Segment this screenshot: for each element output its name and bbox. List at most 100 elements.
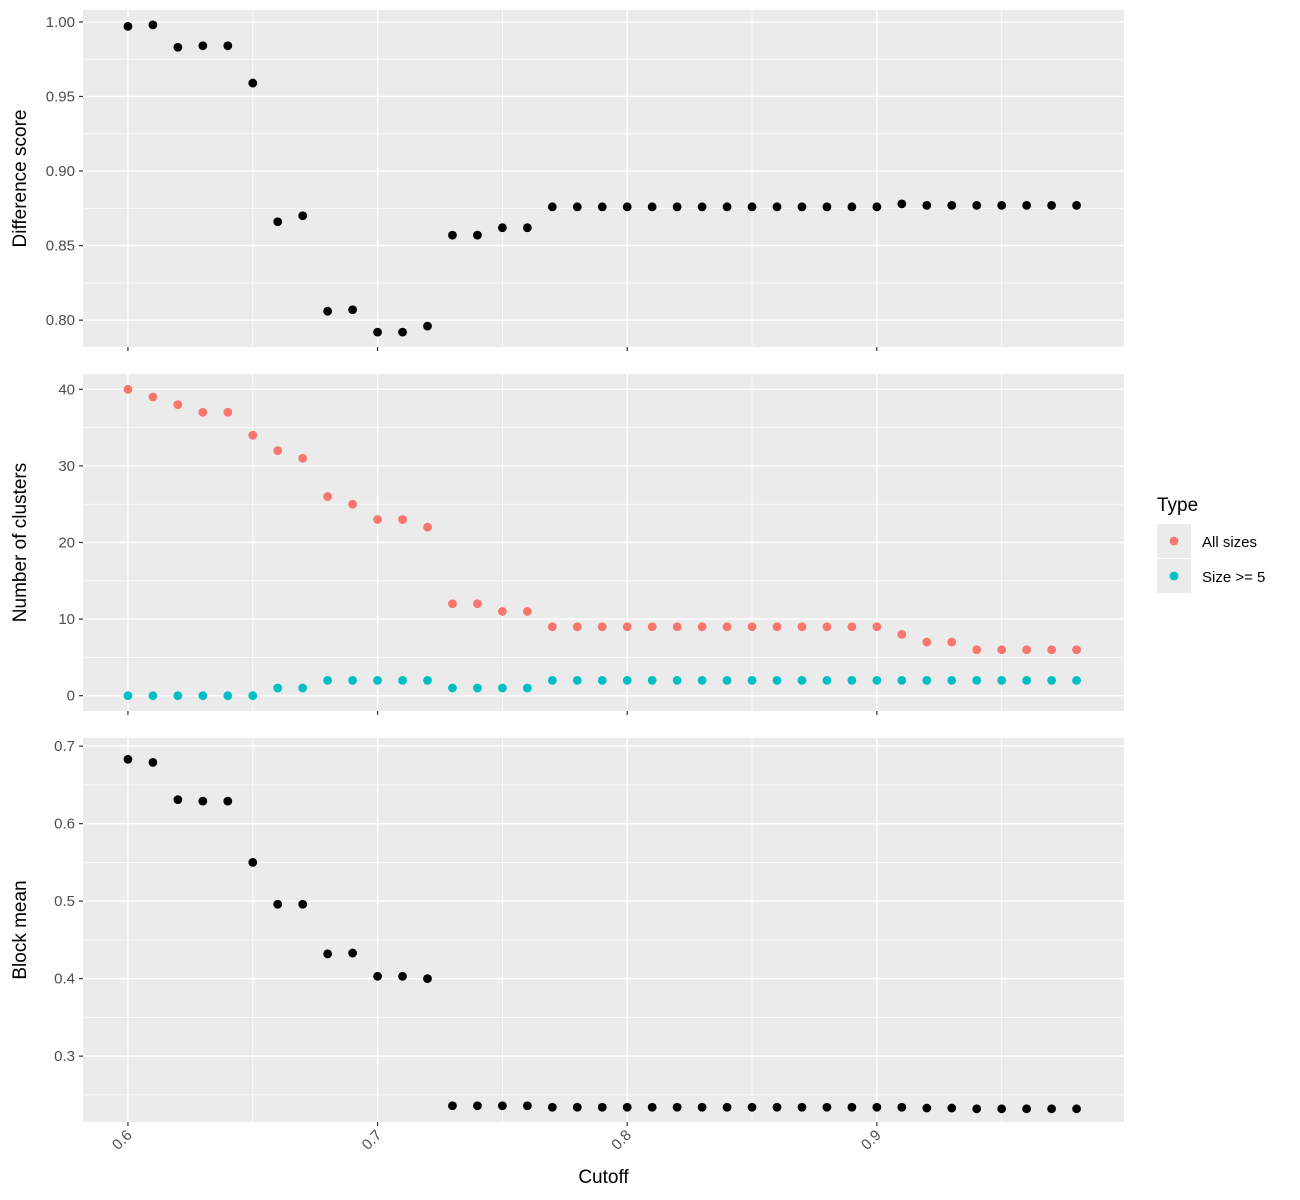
data-point [323, 306, 333, 316]
data-point [173, 400, 183, 410]
data-point [947, 675, 957, 685]
data-point [522, 683, 532, 693]
data-point [1022, 200, 1032, 210]
y-tick-label: 0.95 [46, 88, 75, 105]
data-point [123, 384, 133, 394]
panel-background [83, 738, 1124, 1122]
data-point [622, 622, 632, 632]
data-point [1072, 1104, 1081, 1114]
data-point [398, 675, 407, 685]
data-point [173, 691, 183, 701]
data-point [473, 599, 482, 609]
chart-panels: 0.80 0.85 0.90 0.95 1.00 Difference score 0 10 2… [10, 10, 1124, 1188]
y-tick-label: 0.80 [46, 312, 75, 329]
data-point [423, 974, 432, 984]
data-point [223, 691, 233, 701]
data-point [672, 202, 682, 212]
data-point [822, 675, 832, 685]
data-point [497, 607, 507, 616]
data-point [722, 675, 732, 685]
data-point [248, 78, 258, 88]
data-point [373, 515, 382, 524]
data-point [123, 754, 133, 764]
data-point [1047, 645, 1057, 655]
y-tick-label: 1.00 [46, 14, 75, 31]
data-point [997, 645, 1007, 655]
data-point [772, 202, 782, 212]
y-tick-label: 0.4 [54, 971, 75, 988]
data-point [448, 230, 457, 240]
y-tick-label: 30 [58, 458, 75, 475]
y-tick-label: 0.6 [54, 816, 75, 833]
data-point [747, 622, 757, 632]
data-point [672, 622, 682, 632]
data-point [473, 683, 482, 693]
data-point [273, 217, 283, 227]
data-point [572, 202, 582, 212]
series-1 [123, 754, 1081, 1114]
legend-marker-size-ge-5 [1169, 571, 1179, 581]
data-point [572, 675, 582, 685]
x-tick-label: 0.6 [109, 1127, 136, 1154]
data-point [123, 691, 133, 701]
data-point [622, 202, 632, 212]
data-point [373, 675, 382, 685]
data-point [497, 223, 507, 233]
data-point [597, 202, 607, 212]
data-point [747, 202, 757, 212]
data-point [423, 321, 432, 331]
data-point [273, 899, 283, 909]
data-point [448, 683, 457, 693]
x-axis-title: Cutoff [578, 1167, 629, 1188]
data-point [922, 200, 932, 210]
panel-2: 0 10 20 30 40 Number of clusters [10, 374, 1124, 715]
data-point [697, 675, 707, 685]
data-point [772, 675, 782, 685]
series-1 [123, 20, 1081, 337]
y-tick-label: 40 [58, 381, 75, 398]
y-tick-label: 0.3 [54, 1048, 75, 1065]
data-point [722, 622, 732, 632]
data-point [997, 200, 1007, 210]
panel-3: 0.3 0.4 0.5 0.6 0.7 0.6 0.7 0.8 0.9 Block mean Cut… [10, 738, 1124, 1188]
data-point [897, 199, 907, 209]
data-point [597, 622, 607, 632]
data-point [198, 407, 208, 417]
series-1 [123, 384, 1081, 655]
data-point [947, 637, 957, 647]
data-point [448, 1101, 457, 1111]
data-point [547, 675, 557, 685]
data-point [522, 223, 532, 233]
data-point [223, 407, 233, 417]
data-point [897, 630, 907, 639]
y-tick-label: 0.5 [54, 893, 75, 910]
data-point [298, 453, 308, 463]
legend-label-size-ge-5: Size >= 5 [1202, 569, 1265, 586]
legend-marker-all-sizes [1169, 536, 1179, 546]
data-point [697, 622, 707, 632]
data-point [647, 1102, 657, 1112]
data-point [647, 622, 657, 632]
data-point [522, 1101, 532, 1111]
data-point [997, 675, 1007, 685]
data-point [847, 622, 857, 632]
data-point [423, 675, 432, 685]
data-point [872, 1102, 882, 1112]
data-point [747, 1102, 757, 1112]
data-point [622, 675, 632, 685]
data-point [148, 20, 158, 30]
data-point [1047, 1104, 1057, 1114]
y-axis-title: Number of clusters [10, 463, 31, 622]
y-tick-label: 0 [67, 688, 75, 705]
data-point [148, 691, 158, 701]
data-point [323, 492, 333, 501]
data-point [1022, 645, 1032, 655]
data-point [872, 202, 882, 212]
series-2 [123, 675, 1081, 701]
data-point [647, 675, 657, 685]
data-point [398, 515, 407, 524]
data-point [1072, 675, 1081, 685]
data-point [722, 202, 732, 212]
data-point [198, 691, 208, 701]
data-point [872, 622, 882, 632]
